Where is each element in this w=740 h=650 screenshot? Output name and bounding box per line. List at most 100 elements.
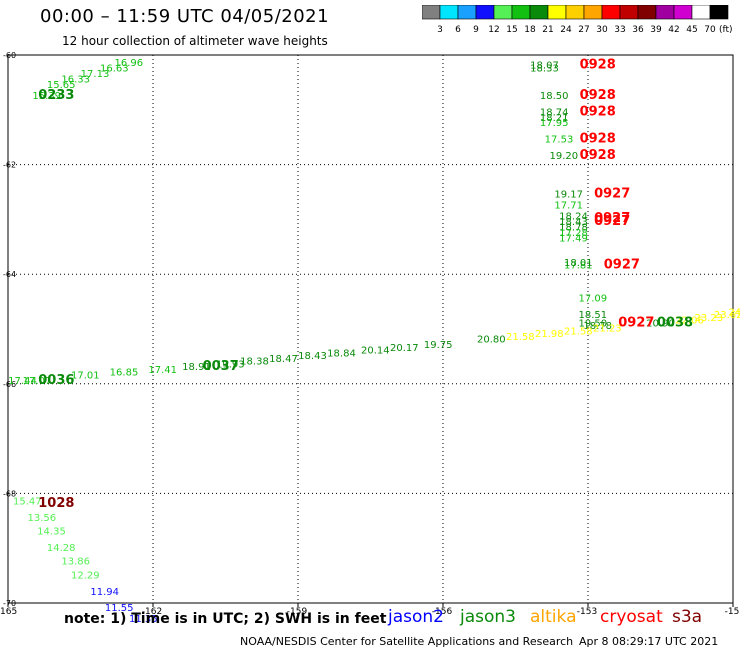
wave-height-point: 18.74	[540, 107, 569, 118]
x-tick-label: -153	[577, 607, 597, 617]
color-scale-label: 39	[650, 25, 662, 35]
y-tick-label: -64	[3, 270, 16, 279]
wave-height-point: 18.43	[559, 217, 588, 228]
color-scale-label: 21	[542, 25, 553, 35]
color-scale-label: 9	[473, 25, 479, 35]
x-tick-label: -165	[0, 607, 17, 617]
color-scale-bin	[709, 5, 729, 20]
plot-frame	[7, 54, 734, 604]
color-scale-label: 24	[560, 25, 572, 35]
wave-height-point: 15.39	[32, 91, 61, 102]
wave-height-point: 11.35	[129, 614, 158, 625]
x-tick-label: -15	[725, 607, 740, 617]
pass-time-label: 0927	[604, 258, 640, 273]
wave-height-point: 23.62	[714, 310, 740, 321]
wave-height-point: 13.56	[28, 513, 57, 524]
wave-height-point: 18.47	[269, 354, 298, 365]
wave-height-point: 20.80	[477, 335, 506, 346]
wave-height-point: 21.98	[535, 329, 564, 340]
wave-height-point: 21.58	[506, 332, 535, 343]
units-note: note: 1) Time is in UTC; 2) SWH is in fe…	[64, 611, 387, 627]
color-scale-legend: 3 6 9 12 15 18 21 24 27 30 33 36 39 42 45 70 (ft)	[422, 5, 733, 35]
color-scale-label: 36	[632, 25, 644, 35]
page-subtitle: 12 hour collection of altimeter wave hei…	[62, 34, 328, 48]
y-tick-label: -70	[3, 599, 16, 608]
wave-height-point: 17.71	[554, 200, 583, 211]
wave-height-point: 18.38	[240, 357, 269, 368]
color-scale-label: 42	[668, 25, 679, 35]
satellite-legend-jason3: jason3	[460, 607, 516, 627]
wave-height-point: 18.24	[559, 211, 588, 222]
wave-height-point: 12.29	[71, 570, 100, 581]
wave-height-point: 17.53	[545, 135, 574, 146]
pass-time-label: 0038	[657, 315, 693, 330]
y-tick-label: -62	[3, 161, 16, 170]
satellite-legend-s3a: s3a	[672, 607, 703, 627]
pass-time-label: 0037	[203, 359, 239, 374]
wave-height-point: 18.84	[327, 348, 356, 359]
wave-height-point: 19.75	[424, 340, 453, 351]
wave-height-point: 17.41	[148, 365, 177, 376]
wave-height-point: 18.43	[298, 351, 327, 362]
wave-height-point: 18.01	[564, 258, 593, 269]
satellite-legend-jason2: jason2	[388, 607, 444, 627]
wave-height-point: 18.07	[530, 61, 559, 72]
pass-time-label: 0233	[38, 88, 74, 103]
color-scale-label: 12	[488, 25, 499, 35]
wave-height-point: 11.55	[105, 603, 134, 614]
wave-height-point: 24.00	[728, 307, 740, 318]
color-scale-label: 27	[578, 25, 589, 35]
pass-time-label: 0928	[580, 148, 616, 163]
wave-height-point: 18.78	[583, 321, 612, 332]
wave-height-point: 13.86	[61, 557, 90, 568]
x-tick-label: -162	[142, 607, 162, 617]
y-tick-label: -60	[3, 51, 16, 60]
wave-height-point: 20.14	[361, 346, 390, 357]
wave-height-point: 14.35	[37, 527, 66, 538]
color-scale-label: 70	[704, 25, 716, 35]
wave-height-point: 18.50	[540, 91, 569, 102]
wave-height-point: 19.50	[579, 318, 608, 329]
wave-height-point: 17.49	[559, 233, 588, 244]
wave-height-point: 21.23	[593, 324, 622, 335]
color-scale-label: 45	[686, 25, 697, 35]
color-scale-label: 6	[455, 25, 461, 35]
color-scale-label: 3	[437, 25, 443, 35]
wave-height-point: 16.63	[100, 63, 129, 74]
footer-credit: NOAA/NESDIS Center for Satellite Applica…	[240, 635, 574, 648]
color-scale-label: 18	[524, 25, 536, 35]
wave-height-point: 16.96	[115, 58, 144, 69]
y-tick-label: -68	[3, 489, 16, 498]
wave-height-point: 17.07	[23, 376, 52, 387]
pass-time-label: 0928	[580, 104, 616, 119]
y-tick-label: -66	[3, 380, 16, 389]
satellite-legend-altika: altika	[530, 607, 577, 627]
wave-height-point: 18.91	[182, 362, 211, 373]
wave-height-point: 15.47	[13, 496, 42, 507]
wave-height-point: 19.93	[216, 359, 245, 370]
x-tick-label: -159	[287, 607, 308, 617]
wave-height-point: 14.28	[47, 543, 76, 554]
pass-time-label: 0927	[594, 186, 630, 201]
color-scale-label: 15	[506, 25, 517, 35]
wave-height-point: 17.01	[71, 370, 100, 381]
wave-height-point: 18.78	[559, 222, 588, 233]
color-scale-unit: (ft)	[719, 25, 733, 35]
wave-height-point: 20.90	[646, 318, 675, 329]
wave-height-point: 17.28	[559, 228, 588, 239]
pass-time-label: 0036	[38, 373, 74, 388]
wave-height-point: 18.33	[530, 63, 559, 74]
footer-timestamp: Apr 8 08:29:17 UTC 2021	[579, 635, 719, 648]
wave-height-point: 20.17	[390, 343, 419, 354]
pass-time-label: 0928	[580, 58, 616, 73]
x-tick-label: -156	[432, 607, 453, 617]
wave-height-point: 16.85	[110, 368, 139, 379]
wave-height-point: 19.17	[554, 189, 583, 200]
wave-height-point: 22.06	[675, 316, 704, 327]
color-scale-label: 30	[596, 25, 608, 35]
color-scale-label: 33	[614, 25, 625, 35]
wave-height-point: 18.51	[579, 310, 608, 321]
wave-height-point: 17.13	[81, 69, 110, 80]
